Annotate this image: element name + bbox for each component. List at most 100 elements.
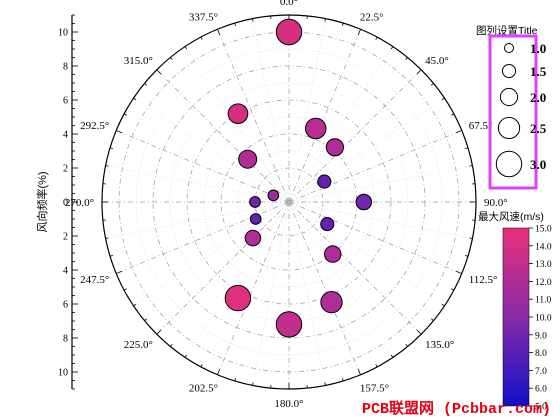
- bubble-point: [275, 311, 303, 338]
- angle-tick-mark: [170, 343, 173, 347]
- watermark: PCB联盟网 (Pcbbar.com): [362, 400, 551, 418]
- colorbar-tick-label: 10.0: [535, 314, 552, 324]
- angle-tick-mark: [405, 343, 408, 347]
- minor-grid-spoke: [288, 201, 445, 307]
- bubble-point: [320, 291, 343, 314]
- bubble-point: [320, 217, 335, 232]
- angle-tick-mark: [390, 354, 394, 358]
- angle-tick-label: 22.5°: [360, 11, 384, 23]
- colorbar-tick-label: 6.0: [535, 385, 547, 395]
- minor-grid-spoke: [252, 18, 290, 203]
- angle-tick-mark: [342, 377, 344, 382]
- angle-tick-mark: [109, 147, 114, 149]
- angle-tick-mark: [184, 46, 188, 50]
- radial-tick-label: 6: [63, 300, 68, 311]
- grid-spoke: [288, 130, 462, 203]
- angle-tick-mark: [144, 83, 148, 86]
- angle-tick-mark: [416, 69, 422, 75]
- angle-tick-mark: [324, 382, 326, 386]
- bubble-point: [324, 245, 342, 263]
- grid-spoke: [288, 201, 422, 335]
- angle-tick-mark: [109, 255, 114, 257]
- angle-tick-labels: 0.0° 22.5° 45.0° 67.5° 90.0° 112.5° 135.0° 157.…: [65, 0, 508, 410]
- angle-tick-mark: [451, 113, 455, 116]
- angle-tick-mark: [464, 255, 469, 257]
- size-legend-frame: [488, 34, 538, 190]
- angle-tick-mark: [390, 46, 394, 50]
- minor-grid-spoke: [288, 201, 326, 386]
- angle-tick-label: 135.0°: [425, 339, 454, 351]
- angle-tick-mark: [430, 318, 434, 321]
- grid-spoke: [116, 130, 290, 203]
- size-legend-title: 图列设置Title: [476, 24, 538, 37]
- angle-tick-mark: [456, 130, 462, 134]
- colorbar-tick-label: 5.0: [535, 403, 547, 413]
- angle-tick-mark: [469, 165, 473, 167]
- angle-tick-label: 315.0°: [124, 55, 153, 67]
- colorbar-tick-label: 14.0: [535, 242, 552, 252]
- size-legend-bubble: [495, 150, 523, 178]
- bubble-series: [224, 18, 373, 338]
- size-legend-label: 2.0: [530, 90, 546, 105]
- bubble-point: [249, 213, 262, 225]
- angle-tick-mark: [441, 97, 445, 101]
- angle-tick-mark: [375, 36, 378, 40]
- minor-grid-spoke: [288, 46, 394, 203]
- angle-tick-label: 225.0°: [124, 339, 153, 351]
- size-legend-bubble: [504, 43, 514, 53]
- angle-tick-mark: [105, 237, 109, 239]
- radial-tick-label: 0: [63, 198, 68, 209]
- colorbar-tick-label: 15.0: [535, 225, 552, 235]
- angle-tick-mark: [133, 303, 137, 307]
- angle-tick-mark: [469, 237, 473, 239]
- angle-tick-mark: [464, 147, 469, 149]
- angle-tick-label: 45.0°: [425, 55, 449, 67]
- size-legend-label: 1.5: [530, 64, 547, 79]
- angle-tick-mark: [252, 382, 254, 386]
- size-legend-label: 3.0: [530, 157, 546, 172]
- angle-tick-mark: [234, 377, 236, 382]
- angle-tick-mark: [451, 288, 455, 291]
- grid-ring: [254, 167, 324, 237]
- bubble-point: [317, 174, 332, 189]
- angle-tick-mark: [156, 69, 162, 75]
- radial-tick-label: 8: [63, 62, 68, 73]
- size-legend-bubble: [497, 116, 521, 140]
- grid-spoke: [116, 201, 290, 274]
- colorbar-tick-label: 11.0: [535, 296, 552, 306]
- angle-tick-mark: [234, 22, 236, 27]
- angle-tick-label: 180.0°: [274, 398, 303, 410]
- angle-tick-label: 337.5°: [189, 11, 218, 23]
- radial-tick-label: 2: [63, 164, 68, 175]
- minor-grid-spoke: [105, 165, 290, 203]
- radial-tick-label: 4: [63, 130, 68, 141]
- bubble-point: [275, 18, 303, 46]
- angle-tick-label: 247.5°: [80, 274, 109, 286]
- radial-tick-label: 6: [63, 96, 68, 107]
- angle-tick-mark: [357, 369, 361, 375]
- angle-tick-mark: [105, 165, 109, 167]
- angle-tick-mark: [170, 57, 173, 61]
- angle-tick-mark: [324, 18, 326, 22]
- minor-grid-spoke: [133, 97, 290, 203]
- angle-tick-mark: [217, 29, 221, 35]
- bubble-point: [244, 229, 262, 247]
- angle-tick-mark: [342, 22, 344, 27]
- angle-tick-label: 292.5°: [80, 120, 109, 132]
- grid-ring: [186, 99, 392, 305]
- colorbar-tick-label: 13.0: [535, 260, 552, 270]
- angle-tick-mark: [405, 57, 408, 61]
- colorbar-ticks: 15.0 14.0 13.0 12.0 11.0 10.0 9.0 8.0 7.0 6.0 5.0: [529, 225, 552, 413]
- angle-tick-mark: [116, 270, 122, 274]
- angle-tick-label: 90.0°: [484, 197, 508, 209]
- bubble-point: [355, 193, 373, 211]
- angle-tick-label: 67.5°: [469, 120, 493, 132]
- colorbar-tick-label: 7.0: [535, 367, 547, 377]
- minor-grid-spoke: [288, 201, 394, 358]
- colorbar-gradient: [502, 227, 530, 407]
- minor-grid-spoke: [184, 201, 290, 358]
- radial-tick-label: 8: [63, 334, 68, 345]
- colorbar: 最大风速(m/s) 15.0 14.0 13.0 12.0 11.0 10.0 9.0 8.0…: [478, 210, 552, 413]
- size-legend-label: 1.0: [530, 41, 546, 56]
- angle-tick-mark: [200, 364, 203, 368]
